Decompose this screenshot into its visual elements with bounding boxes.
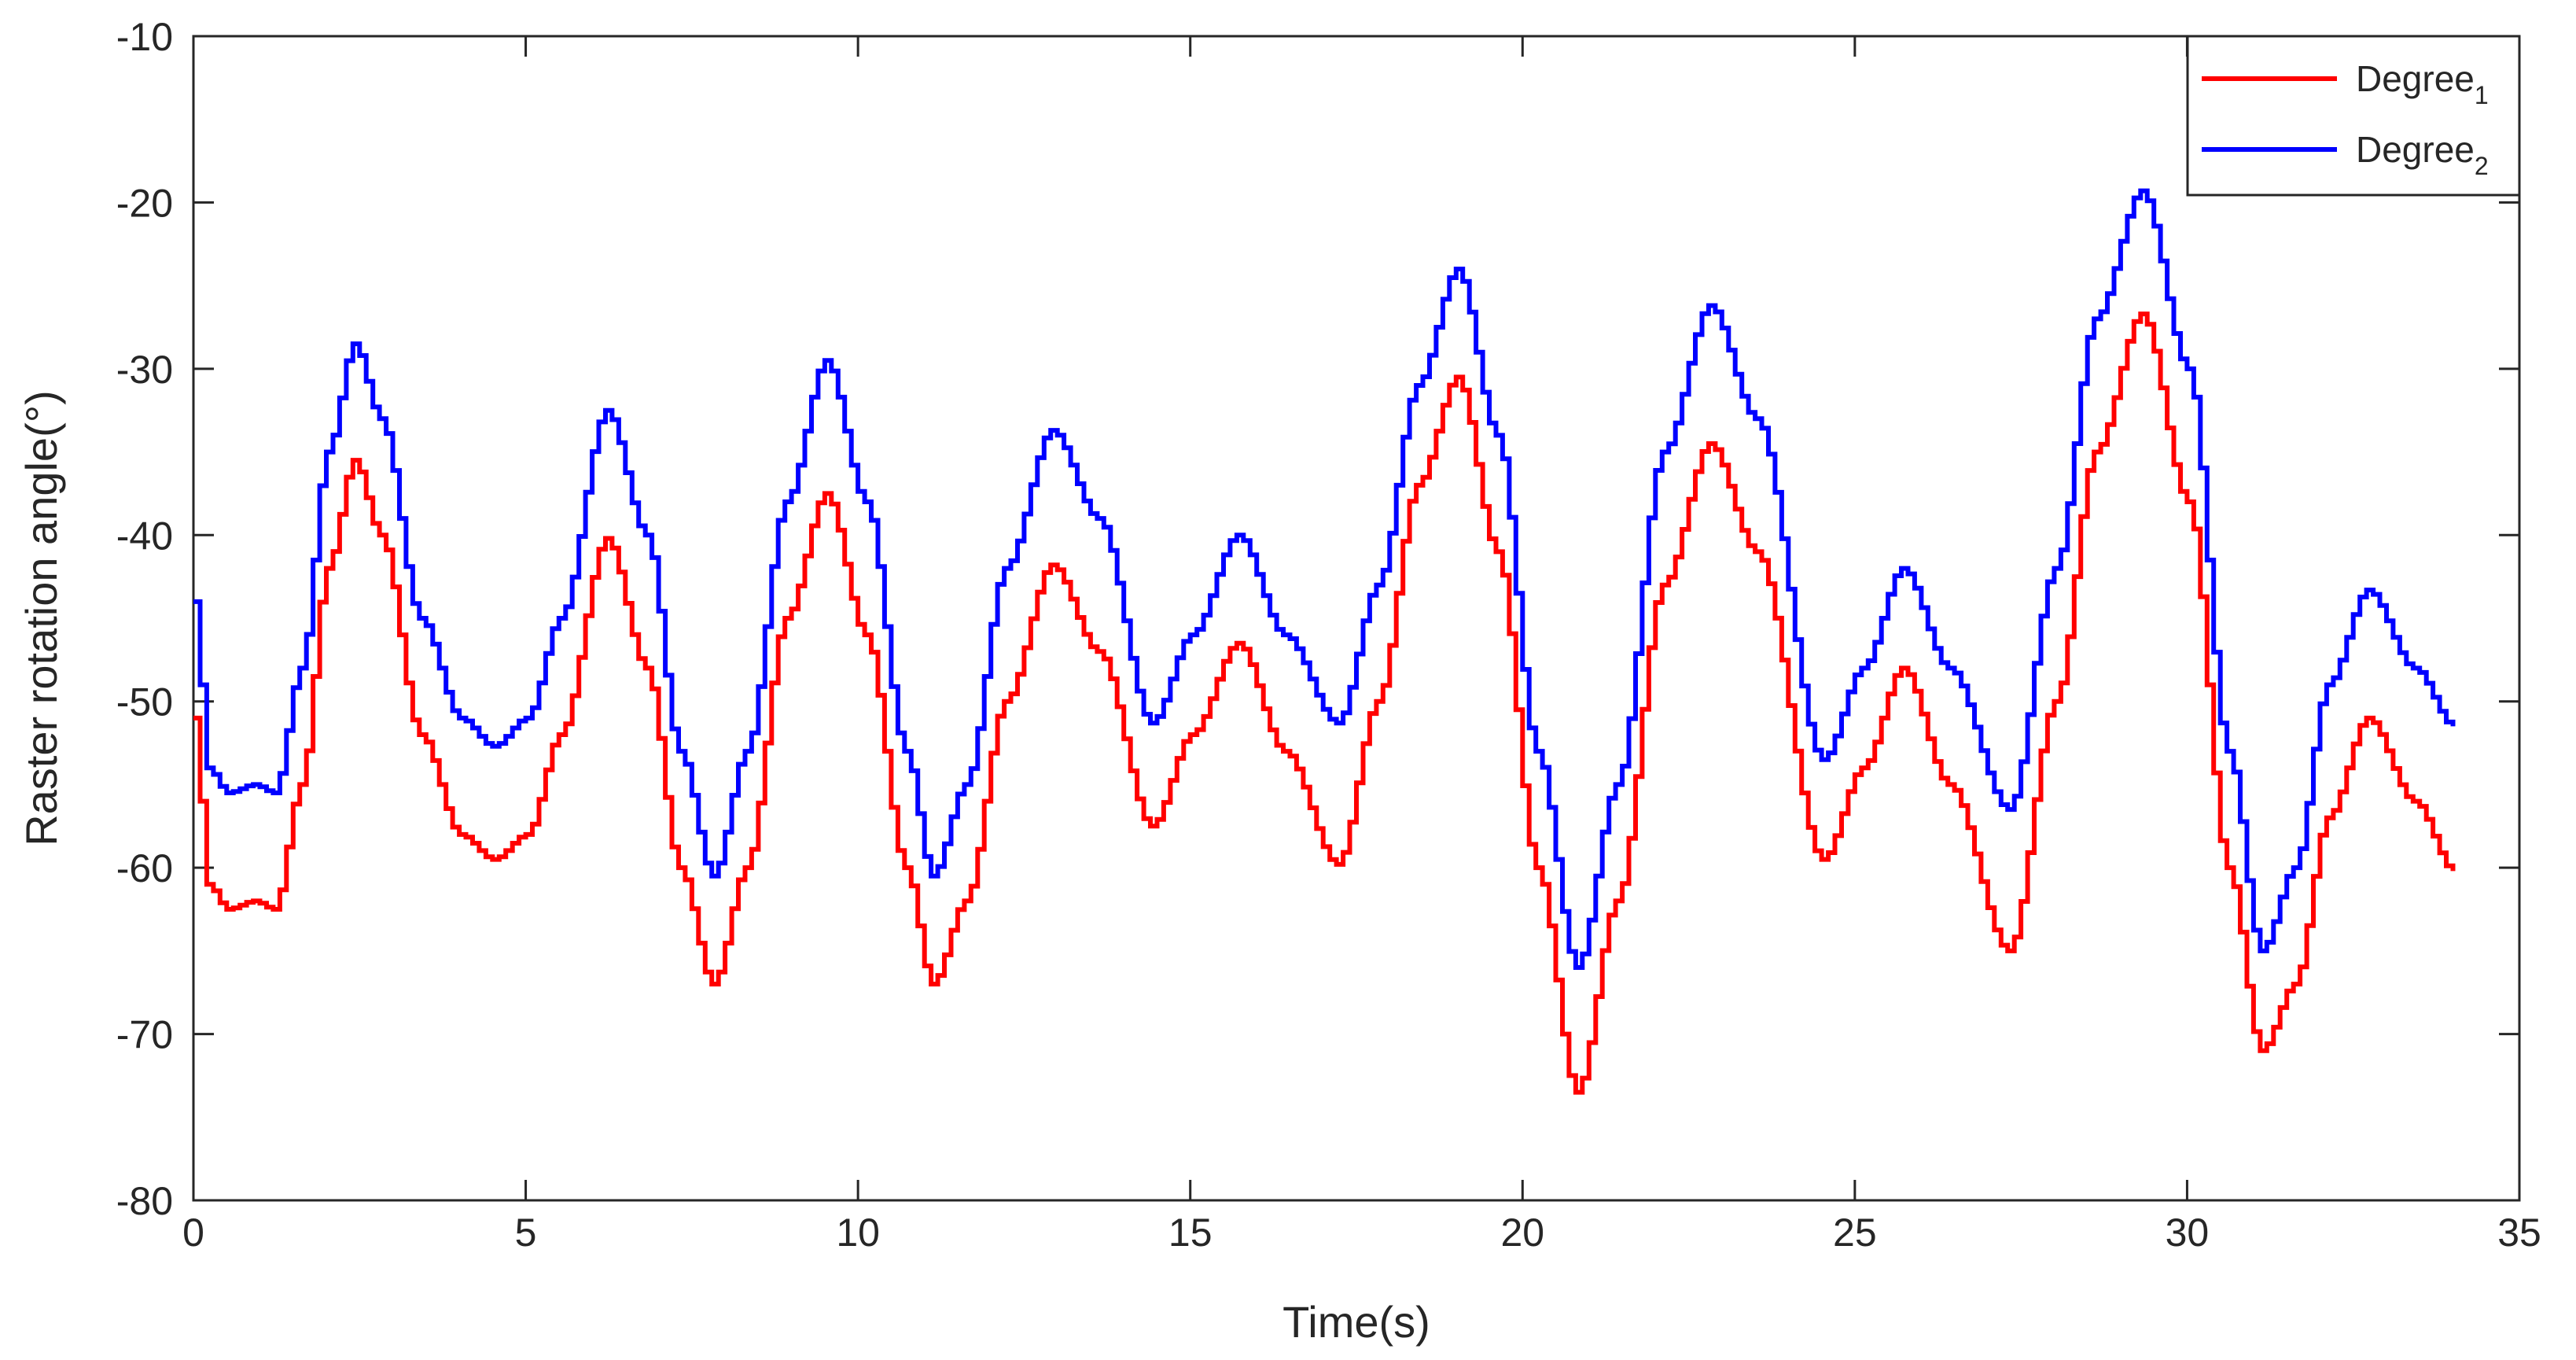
y-tick-label: -70: [116, 1013, 173, 1057]
legend-label-degree-1: Degree1: [2356, 58, 2489, 109]
x-tick-label: 0: [182, 1211, 204, 1255]
series-line-degree-1: [193, 311, 2456, 1095]
legend-label-degree-2-base: Degree: [2356, 129, 2475, 170]
x-axis-label: Time(s): [1282, 1297, 1430, 1347]
x-tick-label: 25: [1833, 1211, 1877, 1255]
x-tick-label: 35: [2497, 1211, 2541, 1255]
legend-label-degree-1-base: Degree: [2356, 58, 2475, 99]
legend-box: [2186, 35, 2521, 197]
y-tick-label: -30: [116, 348, 173, 392]
y-axis-label: Raster rotation angle(°): [17, 390, 66, 846]
legend-label-degree-2-subscript: 2: [2475, 152, 2489, 180]
x-tick-label: 10: [836, 1211, 880, 1255]
y-tick-label: -80: [116, 1179, 173, 1223]
plot-area: [192, 35, 2521, 1202]
y-tick-label: -20: [116, 181, 173, 225]
legend-label-degree-1-subscript: 1: [2475, 81, 2489, 109]
y-tick-label: -10: [116, 15, 173, 59]
x-tick-label: 30: [2166, 1211, 2210, 1255]
y-tick-label: -60: [116, 846, 173, 890]
y-tick-label: -50: [116, 680, 173, 724]
legend-label-degree-2: Degree2: [2356, 129, 2489, 180]
x-tick-label: 5: [515, 1211, 537, 1255]
x-tick-label: 15: [1168, 1211, 1213, 1255]
y-tick-label: -40: [116, 514, 173, 558]
legend: Degree1 Degree2: [2186, 35, 2521, 197]
x-tick-label: 20: [1500, 1211, 1544, 1255]
ticks-layer: 0 5 10 15 20 25 30 35 -10 -20 -30 -40 -50 -60 -70 -80: [116, 15, 2541, 1255]
series-line-degree-2: [193, 188, 2456, 970]
series-layer: [193, 188, 2456, 1095]
